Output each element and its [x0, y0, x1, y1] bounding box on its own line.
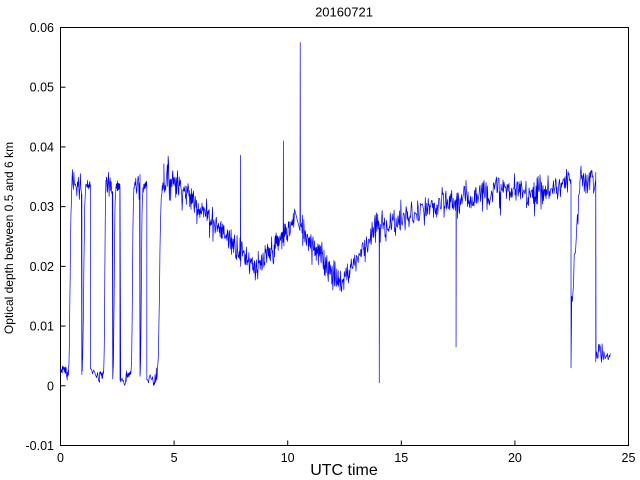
svg-text:5: 5: [171, 451, 178, 465]
svg-text:0: 0: [47, 379, 54, 393]
svg-text:UTC time: UTC time: [310, 462, 378, 479]
svg-text:25: 25: [622, 451, 636, 465]
svg-text:0.06: 0.06: [30, 21, 54, 35]
svg-text:0.01: 0.01: [30, 320, 54, 334]
svg-text:0.04: 0.04: [30, 140, 54, 154]
svg-text:0.02: 0.02: [30, 260, 54, 274]
svg-text:20: 20: [508, 451, 522, 465]
svg-text:0.05: 0.05: [30, 81, 54, 95]
svg-text:-0.01: -0.01: [26, 439, 55, 453]
svg-text:0: 0: [57, 451, 64, 465]
svg-text:15: 15: [394, 451, 408, 465]
svg-text:20160721: 20160721: [315, 5, 373, 20]
svg-text:0.03: 0.03: [30, 200, 54, 214]
svg-text:10: 10: [281, 451, 295, 465]
svg-text:Optical depth between 0.5 and: Optical depth between 0.5 and 6 km: [2, 142, 16, 334]
